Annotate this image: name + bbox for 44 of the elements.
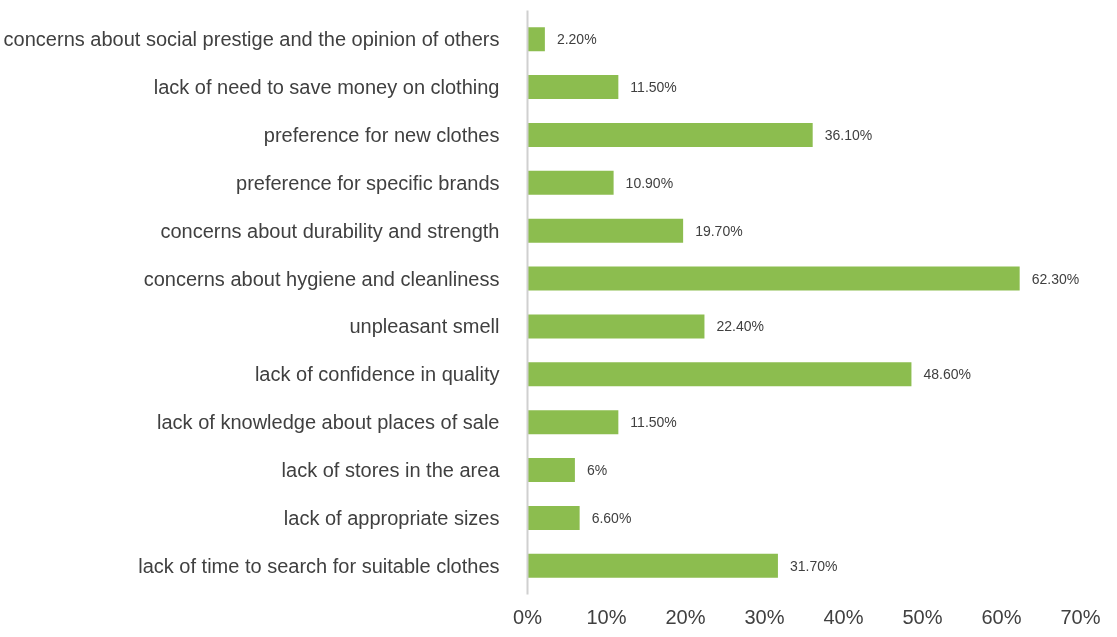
bar [527,170,614,195]
x-tick-label: 20% [665,605,706,628]
y-tick-label: preference for new clothes [263,123,500,146]
data-label: 36.10% [824,126,873,143]
bar [527,505,580,530]
data-label: 22.40% [716,318,764,335]
y-tick-label: preference for specific brands [236,171,500,194]
x-tick-label: 50% [902,605,943,628]
y-tick-label: lack of confidence in quality [254,363,500,386]
data-label: 6% [586,462,608,479]
bar [527,122,813,147]
y-tick-label: concerns about durability and strength [160,219,500,242]
x-tick-label: 70% [1060,605,1101,628]
bar [527,75,619,100]
data-label: 19.70% [695,222,743,239]
y-tick-label: lack of time to search for suitable clothes [138,554,500,577]
data-label: 31.70% [789,557,838,574]
bar [527,266,1020,291]
data-label: 11.50% [630,414,677,431]
bar [527,314,705,339]
y-tick-label: lack of knowledge about places of sale [157,411,500,434]
bar [527,410,619,435]
data-label: 62.30% [1031,270,1080,287]
bar [527,458,575,483]
x-tick-label: 30% [744,605,785,628]
y-tick-label: concerns about social prestige and the opinion of others [3,28,500,51]
data-label: 48.60% [923,366,971,383]
data-label: 6.60% [591,509,632,526]
bar [527,27,545,52]
y-tick-label: unpleasant smell [349,315,500,338]
x-tick-label: 0% [513,605,543,628]
x-tick-label: 40% [823,605,864,628]
bar [527,218,684,243]
y-tick-label: lack of need to save money on clothing [153,76,500,99]
y-tick-label: lack of stores in the area [281,459,501,482]
data-label: 2.20% [556,31,597,48]
bar [527,362,912,387]
y-tick-label: lack of appropriate sizes [283,506,500,529]
bar [527,553,778,578]
y-tick-label: concerns about hygiene and cleanliness [143,267,500,290]
x-tick-label: 10% [586,605,627,628]
data-label: 10.90% [625,174,674,191]
x-tick-label: 60% [981,605,1022,628]
data-label: 11.50% [630,79,677,96]
